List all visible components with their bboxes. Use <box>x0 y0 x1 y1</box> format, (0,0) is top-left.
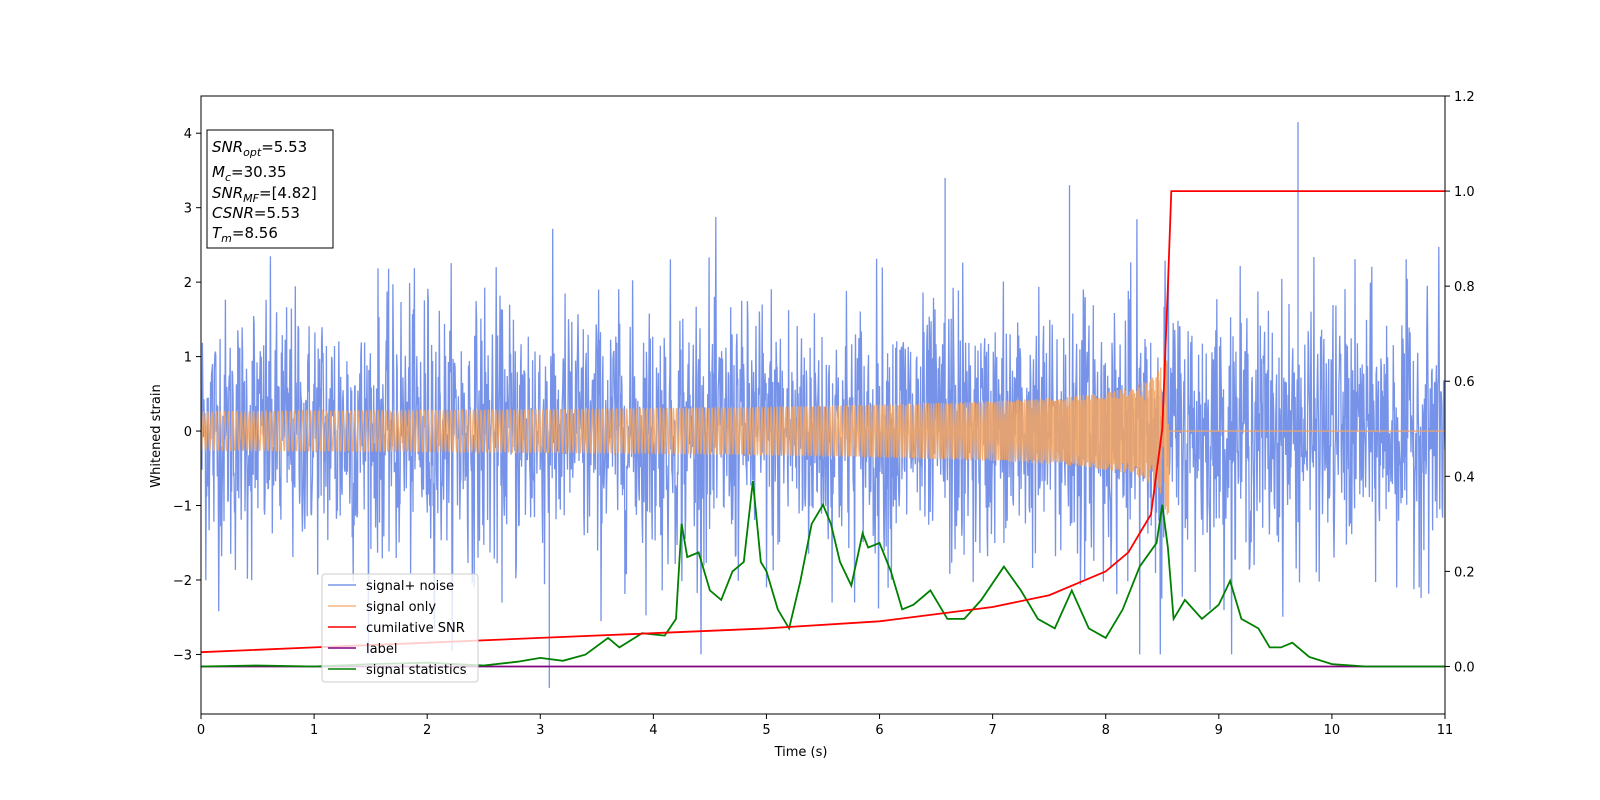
series-signal-only <box>201 358 1445 515</box>
y2-tick-label: 0.6 <box>1454 375 1475 390</box>
y-tick-label: 2 <box>184 276 192 291</box>
legend-entry-signal-statistics: signal statistics <box>328 663 467 678</box>
legend-label-signal-only: signal only <box>366 600 436 615</box>
y2-tick-label: 0.0 <box>1454 660 1475 675</box>
x-tick-label: 7 <box>988 723 996 738</box>
legend-entry-signal-noise: signal+ noise <box>328 579 454 594</box>
legend-frame <box>321 573 479 683</box>
x-tick-label: 1 <box>310 723 318 738</box>
y-tick-label: −1 <box>173 500 192 515</box>
cumulative-snr-line <box>201 190 1445 654</box>
y-tick-label: 4 <box>184 127 192 142</box>
y-tick-label: −3 <box>173 648 192 663</box>
x-tick-label: 6 <box>875 723 883 738</box>
x-tick-label: 4 <box>649 723 657 738</box>
legend-label-label: label <box>366 642 397 657</box>
y2-tick-label: 0.2 <box>1454 565 1475 580</box>
y-tick-label: 1 <box>184 351 192 366</box>
x-tick-label: 8 <box>1102 723 1110 738</box>
y-tick-label: 0 <box>184 425 192 440</box>
signal-only-line <box>201 358 1445 515</box>
x-tick-label: 3 <box>536 723 544 738</box>
legend-label-signal-noise: signal+ noise <box>366 579 454 594</box>
info-box-frame <box>206 129 334 249</box>
y-axis-label: Whitened strain <box>149 384 164 487</box>
axes: 0 1 2 3 4 5 6 7 8 9 10 11 −3 −2 −1 0 1 2 3 4 0.0 0.2 0.4 0.6 0.8… <box>173 90 1475 738</box>
legend-label-signal-statistics: signal statistics <box>366 663 467 678</box>
info-snr-opt: SNRopt=5.53 <box>212 138 307 159</box>
x-tick-label: 11 <box>1437 723 1454 738</box>
legend: signal+ noise signal only cumilative SNR… <box>321 573 479 683</box>
y-tick-label: −2 <box>173 574 192 589</box>
x-tick-label: 9 <box>1215 723 1223 738</box>
legend-entry-cumulative-snr: cumilative SNR <box>328 621 465 636</box>
x-tick-label: 10 <box>1324 723 1341 738</box>
y2-tick-label: 0.4 <box>1454 470 1475 485</box>
x-tick-label: 5 <box>762 723 770 738</box>
x-tick-label: 0 <box>197 723 205 738</box>
y2-tick-label: 1.2 <box>1454 90 1475 105</box>
info-snr-mf: SNRMF=[4.82] <box>212 184 317 205</box>
signal-noise-line <box>201 122 1445 688</box>
info-csnr: CSNR=5.53 <box>212 204 300 222</box>
legend-entry-signal-only: signal only <box>328 600 436 615</box>
x-axis-label: Time (s) <box>774 745 828 760</box>
y2-tick-label: 0.8 <box>1454 280 1475 295</box>
y-tick-label: 3 <box>184 202 192 217</box>
plot-frame <box>200 95 1446 715</box>
legend-entry-label: label <box>328 642 397 657</box>
legend-label-cumulative-snr: cumilative SNR <box>366 621 465 636</box>
x-tick-label: 2 <box>423 723 431 738</box>
signal-statistics-line <box>201 480 1445 668</box>
info-tm: Tm=8.56 <box>212 224 278 245</box>
series-signal-noise <box>201 122 1445 688</box>
info-mc: Mc=30.35 <box>212 163 287 184</box>
info-box: SNRopt=5.53 Mc=30.35 SNRMF=[4.82] CSNR=5… <box>206 129 334 249</box>
y2-tick-label: 1.0 <box>1454 185 1475 200</box>
